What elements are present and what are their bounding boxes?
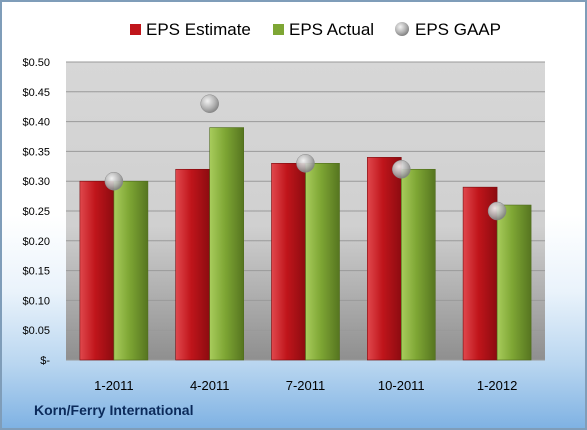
y-tick-label: $0.45 xyxy=(22,87,50,99)
legend-label-actual: EPS Actual xyxy=(289,20,374,39)
actual-bar xyxy=(305,163,340,361)
x-tick-label: 4-2011 xyxy=(190,378,230,393)
x-tick-label: 7-2011 xyxy=(286,378,326,393)
y-tick-label: $0.50 xyxy=(22,57,50,69)
x-tick-label: 1-2012 xyxy=(477,378,517,393)
estimate-bar xyxy=(175,168,210,361)
gaap-marker xyxy=(296,154,315,173)
y-tick-label: $0.30 xyxy=(22,176,50,188)
y-tick-label: $0.40 xyxy=(22,117,50,129)
legend-label-gaap: EPS GAAP xyxy=(415,20,501,39)
bars xyxy=(79,127,532,361)
legend-marker-gaap xyxy=(395,22,409,36)
y-tick-label: $0.35 xyxy=(22,146,50,158)
actual-bar xyxy=(496,204,532,361)
legend: EPS Estimate EPS Actual EPS GAAP xyxy=(130,20,501,39)
x-axis-ticks: 1-2011 4-2011 7-2011 10-2011 1-2012 xyxy=(94,378,517,393)
y-tick-label: $0.10 xyxy=(22,295,50,307)
actual-bar xyxy=(209,127,244,361)
gaap-markers xyxy=(104,94,507,221)
y-tick-label: $0.15 xyxy=(22,266,50,278)
estimate-bar xyxy=(271,163,306,361)
gaap-marker xyxy=(104,171,124,191)
x-tick-label: 10-2011 xyxy=(378,378,425,393)
actual-bar xyxy=(113,180,149,361)
estimate-bar xyxy=(366,157,402,361)
y-tick-label: $0.05 xyxy=(22,325,50,337)
y-tick-label: $- xyxy=(40,355,50,367)
gaap-marker xyxy=(392,160,411,179)
legend-swatch-estimate xyxy=(130,24,141,35)
estimate-bar xyxy=(79,180,115,361)
company-name: Korn/Ferry International xyxy=(34,402,194,418)
y-axis-ticks: $- $0.05 $0.10 $0.15 $0.20 $0.25 $0.30 $0.35 $0.… xyxy=(22,57,50,367)
legend-label-estimate: EPS Estimate xyxy=(146,20,251,39)
actual-bar xyxy=(400,168,436,361)
gaap-marker xyxy=(487,201,507,221)
legend-swatch-actual xyxy=(273,24,284,35)
x-tick-label: 1-2011 xyxy=(94,378,134,393)
y-tick-label: $0.20 xyxy=(22,236,50,248)
gaap-marker xyxy=(200,94,219,113)
y-tick-label: $0.25 xyxy=(22,206,50,218)
